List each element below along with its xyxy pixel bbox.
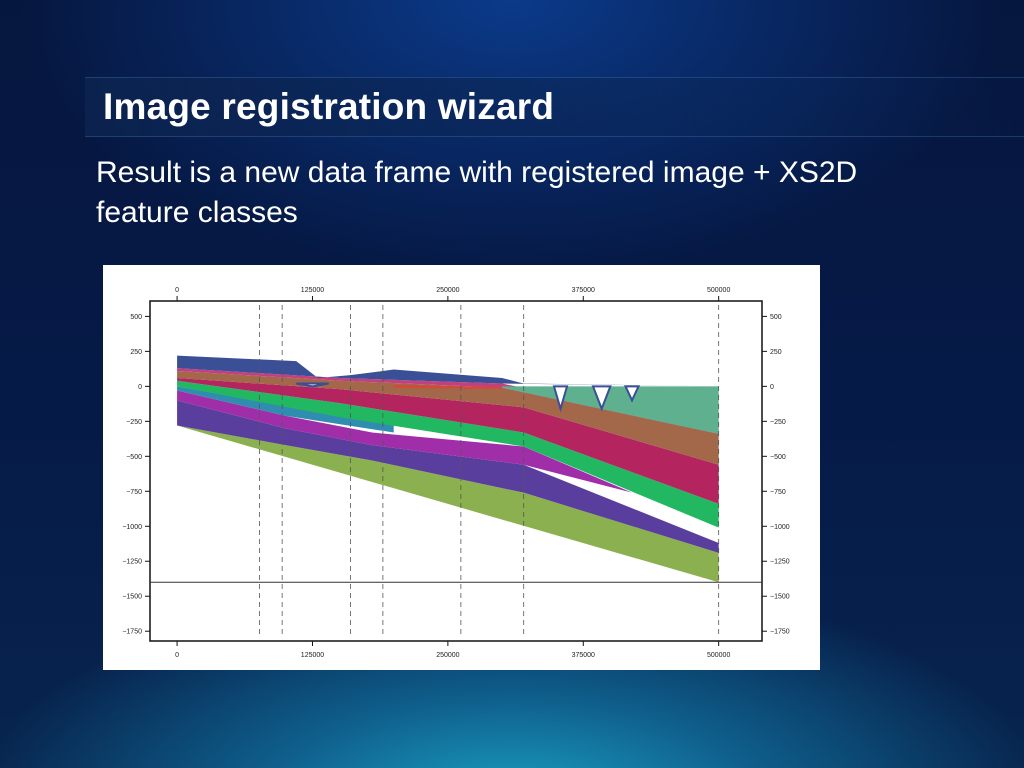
y-tick-label-left-6: −1000	[122, 524, 142, 531]
x-tick-label-top-1: 125000	[301, 287, 324, 294]
y-tick-label-right-7: −1250	[770, 559, 790, 566]
layer-3	[177, 386, 394, 433]
x-tick-label-top-4: 500000	[707, 287, 730, 294]
y-tick-label-left-0: 500	[130, 314, 142, 321]
y-tick-label-right-0: 500	[770, 314, 782, 321]
layer-10	[177, 355, 719, 387]
channel-3	[623, 385, 641, 403]
y-tick-label-right-8: −1500	[770, 594, 790, 601]
y-tick-label-left-5: −750	[126, 489, 142, 496]
y-tick-label-left-3: −250	[126, 419, 142, 426]
slide-body-text: Result is a new data frame with register…	[96, 156, 858, 229]
x-tick-label-bottom-1: 125000	[301, 652, 324, 659]
y-tick-label-right-1: 250	[770, 349, 782, 356]
layer-8	[502, 386, 719, 434]
layer-2	[177, 390, 633, 493]
y-tick-label-left-1: 250	[130, 349, 142, 356]
slide-title: Image registration wizard	[103, 86, 555, 127]
x-tick-label-top-0: 0	[175, 287, 179, 294]
y-tick-label-left-4: −500	[126, 454, 142, 461]
x-tick-label-bottom-4: 500000	[707, 652, 730, 659]
y-tick-label-left-7: −1250	[122, 559, 142, 566]
layer-1	[177, 400, 719, 553]
layer-0	[177, 425, 719, 583]
y-tick-label-right-4: −500	[770, 454, 786, 461]
x-tick-label-top-3: 375000	[572, 287, 595, 294]
y-tick-label-right-9: −1750	[770, 629, 790, 636]
channel-0	[296, 382, 329, 388]
y-tick-label-right-5: −750	[770, 489, 786, 496]
layer-6	[177, 370, 719, 465]
x-tick-label-bottom-0: 0	[175, 652, 179, 659]
cross-section-chart: 0 0 125000 125000 250000 250000 375000 375000 50…	[122, 287, 790, 659]
y-tick-label-right-6: −1000	[770, 524, 790, 531]
y-tick-label-left-2: 0	[138, 384, 142, 391]
x-tick-label-top-2: 250000	[436, 287, 459, 294]
layer-4	[177, 380, 719, 528]
channel-2	[591, 385, 612, 412]
cross-section-figure: 0 0 125000 125000 250000 250000 375000 375000 50…	[103, 265, 820, 670]
x-tick-label-bottom-3: 375000	[572, 652, 595, 659]
channel-1	[552, 385, 569, 413]
layer-9	[393, 384, 503, 390]
layer-5	[177, 377, 719, 504]
y-tick-label-right-3: −250	[770, 419, 786, 426]
title-bar	[85, 77, 1024, 137]
y-tick-label-right-2: 0	[770, 384, 774, 391]
y-tick-label-left-9: −1750	[122, 629, 142, 636]
x-tick-label-bottom-2: 250000	[436, 652, 459, 659]
y-tick-label-left-8: −1500	[122, 594, 142, 601]
